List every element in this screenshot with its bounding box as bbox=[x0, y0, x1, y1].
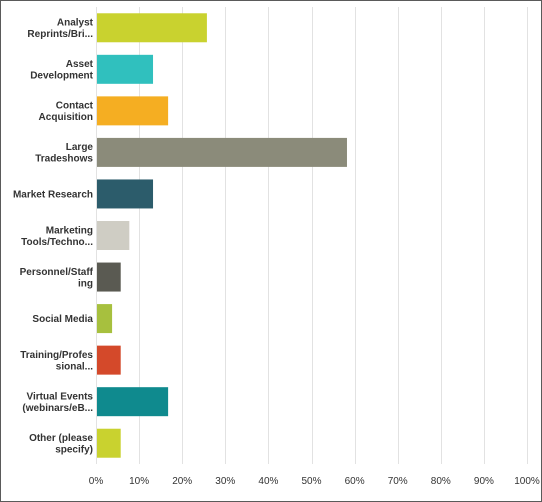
bar bbox=[97, 96, 169, 126]
x-tick-label: 80% bbox=[431, 476, 451, 487]
category-label: ing bbox=[78, 278, 93, 289]
bar bbox=[97, 54, 154, 84]
category-label: Asset bbox=[66, 59, 94, 70]
category-label: sional... bbox=[56, 361, 93, 372]
x-tick-label: 20% bbox=[172, 476, 192, 487]
category-label: Other (please bbox=[29, 433, 93, 444]
category-label: Market Research bbox=[13, 189, 93, 200]
bar bbox=[97, 221, 130, 250]
x-tick-label: 90% bbox=[474, 476, 494, 487]
category-label: (webinars/eB... bbox=[22, 403, 93, 414]
category-label: Tools/Techno... bbox=[21, 237, 93, 248]
category-label: Acquisition bbox=[39, 112, 93, 123]
category-label: Training/Profes bbox=[20, 350, 93, 361]
category-label: Personnel/Staff bbox=[20, 267, 94, 278]
category-label: Marketing bbox=[46, 225, 93, 236]
x-tick-label: 100% bbox=[514, 476, 540, 487]
x-tick-label: 70% bbox=[388, 476, 408, 487]
category-label: Contact bbox=[56, 101, 94, 112]
category-label: Tradeshows bbox=[35, 154, 93, 165]
bar bbox=[97, 304, 113, 334]
x-tick-label: 10% bbox=[129, 476, 149, 487]
bar bbox=[97, 137, 347, 167]
bar bbox=[97, 387, 169, 417]
bar bbox=[97, 13, 207, 43]
category-label: Development bbox=[30, 71, 93, 82]
x-tick-label: 50% bbox=[301, 476, 321, 487]
x-tick-label: 60% bbox=[345, 476, 365, 487]
x-tick-label: 0% bbox=[89, 476, 104, 487]
bar bbox=[97, 179, 154, 209]
x-tick-label: 30% bbox=[215, 476, 235, 487]
category-label: Reprints/Bri... bbox=[27, 29, 93, 40]
category-label: specify) bbox=[55, 444, 93, 455]
bar bbox=[97, 428, 121, 458]
category-label: Virtual Events bbox=[26, 391, 93, 402]
category-label: Social Media bbox=[32, 314, 93, 325]
bar bbox=[97, 262, 121, 292]
category-label: Large bbox=[66, 142, 94, 153]
bar bbox=[97, 345, 121, 375]
x-tick-label: 40% bbox=[258, 476, 278, 487]
category-label: Analyst bbox=[57, 18, 94, 29]
